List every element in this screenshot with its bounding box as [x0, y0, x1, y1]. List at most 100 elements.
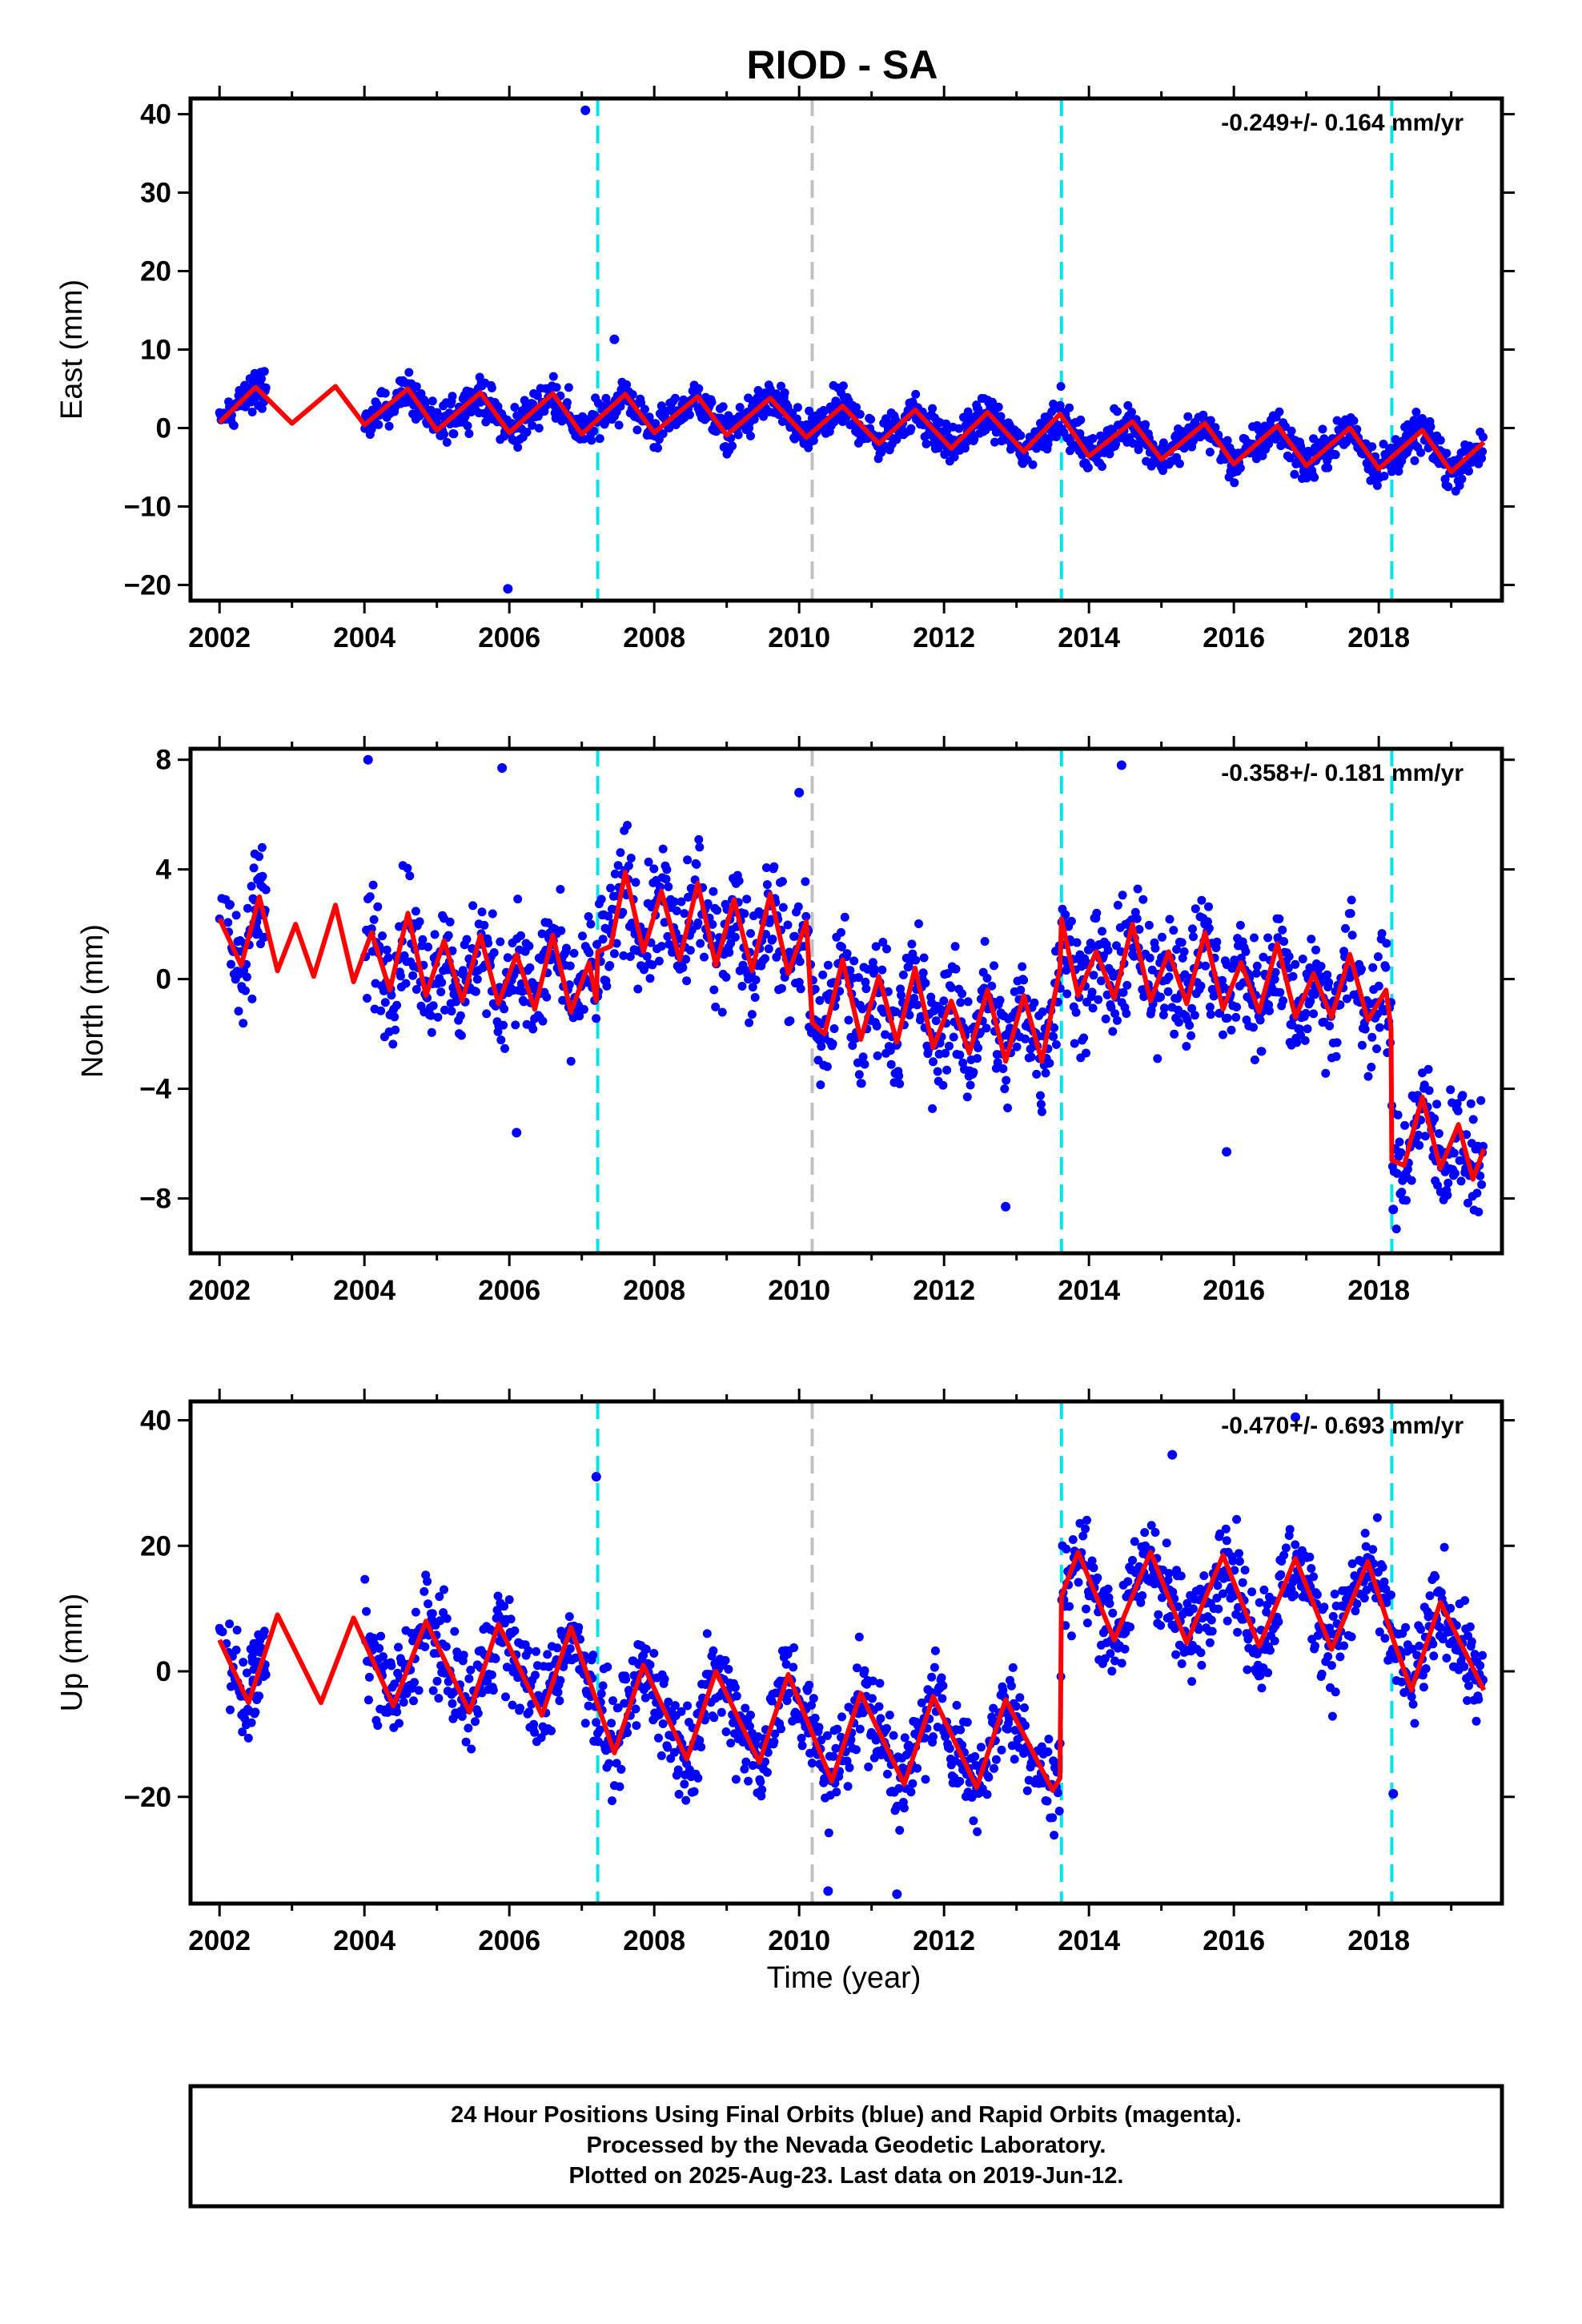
data-point	[954, 424, 964, 433]
data-point	[1172, 945, 1182, 954]
data-point	[1477, 453, 1487, 463]
data-point	[1407, 1176, 1416, 1185]
data-point	[483, 1676, 492, 1686]
data-point	[387, 1661, 396, 1671]
y-tick-label: 40	[140, 99, 171, 131]
data-point	[598, 402, 608, 411]
data-point	[1138, 1591, 1147, 1600]
data-point	[833, 1724, 842, 1734]
y-tick-label: 4	[156, 854, 172, 886]
data-point	[1227, 1025, 1236, 1035]
outlier-point	[794, 787, 805, 798]
data-point	[662, 865, 672, 875]
data-point	[511, 1020, 520, 1030]
x-tick-label: 2010	[768, 622, 830, 653]
data-point	[747, 1010, 757, 1019]
data-point	[721, 1655, 730, 1665]
data-point	[695, 842, 705, 852]
data-point	[1306, 996, 1315, 1006]
data-point	[1177, 938, 1186, 947]
data-point	[444, 931, 453, 940]
data-point	[1141, 420, 1150, 429]
data-point	[1347, 931, 1357, 940]
data-point	[256, 368, 266, 377]
data-point	[445, 917, 455, 927]
data-point	[1042, 1796, 1052, 1806]
data-point	[810, 1713, 820, 1723]
data-point	[243, 903, 252, 913]
data-point	[645, 1660, 655, 1670]
data-point	[761, 1757, 769, 1767]
data-point	[1278, 925, 1287, 935]
data-point	[1182, 1042, 1191, 1051]
data-point	[1313, 1630, 1323, 1640]
data-point	[895, 1826, 905, 1835]
data-point	[1189, 1604, 1198, 1614]
data-point	[762, 1767, 772, 1777]
data-point	[1112, 941, 1121, 951]
data-point	[1212, 1594, 1222, 1602]
data-point	[1118, 987, 1128, 997]
data-point	[777, 877, 787, 887]
data-point	[1176, 1571, 1186, 1581]
data-point	[519, 997, 528, 1007]
data-point	[1106, 1003, 1116, 1012]
data-point	[1007, 1741, 1017, 1751]
footer-box: 24 Hour Positions Using Final Orbits (bl…	[188, 2084, 1504, 2209]
data-point	[399, 1698, 408, 1707]
data-point	[746, 1711, 755, 1720]
data-point	[672, 906, 681, 915]
data-point	[664, 882, 673, 891]
data-point	[1290, 469, 1299, 479]
data-point	[616, 1764, 626, 1774]
data-point	[631, 1704, 640, 1714]
data-point	[1431, 1572, 1440, 1582]
data-point	[608, 1696, 617, 1706]
data-point	[447, 1007, 456, 1016]
data-point	[500, 1602, 509, 1611]
data-point	[1347, 895, 1356, 905]
data-point	[556, 1675, 565, 1685]
data-point	[1066, 1631, 1076, 1641]
data-point	[853, 1663, 861, 1673]
data-point	[1426, 422, 1435, 432]
data-point	[1003, 1104, 1013, 1112]
data-point	[1380, 1634, 1390, 1643]
data-point	[1250, 1055, 1259, 1064]
data-point	[1127, 408, 1136, 417]
plot-frame	[188, 746, 1504, 1256]
data-point	[1311, 1641, 1319, 1651]
data-point	[1092, 908, 1102, 918]
data-point	[1263, 933, 1273, 943]
data-point	[414, 1686, 424, 1695]
data-point	[1430, 1114, 1439, 1124]
data-point	[1284, 951, 1294, 961]
data-point	[682, 976, 692, 986]
data-point	[894, 1783, 904, 1793]
data-point	[596, 1689, 606, 1699]
data-point	[383, 953, 393, 963]
data-point	[1464, 466, 1473, 476]
data-point	[1429, 1651, 1439, 1661]
data-point	[1079, 1033, 1089, 1043]
data-point	[524, 1707, 534, 1717]
data-point	[405, 871, 415, 881]
data-point	[990, 1763, 998, 1773]
data-point	[742, 895, 752, 904]
data-point	[792, 414, 801, 424]
data-point	[420, 1642, 430, 1651]
footer-line-3: Plotted on 2025-Aug-23. Last data on 201…	[569, 2163, 1124, 2189]
data-point	[1111, 440, 1121, 448]
data-point	[882, 944, 891, 954]
data-point	[778, 903, 788, 912]
data-point	[1464, 1198, 1472, 1208]
data-point	[640, 404, 649, 414]
data-point	[988, 397, 998, 407]
data-point	[648, 960, 657, 970]
data-point	[1190, 1011, 1199, 1020]
data-point	[1089, 971, 1098, 980]
data-point	[412, 382, 421, 392]
data-point	[1291, 1540, 1300, 1550]
data-point	[1252, 961, 1262, 971]
